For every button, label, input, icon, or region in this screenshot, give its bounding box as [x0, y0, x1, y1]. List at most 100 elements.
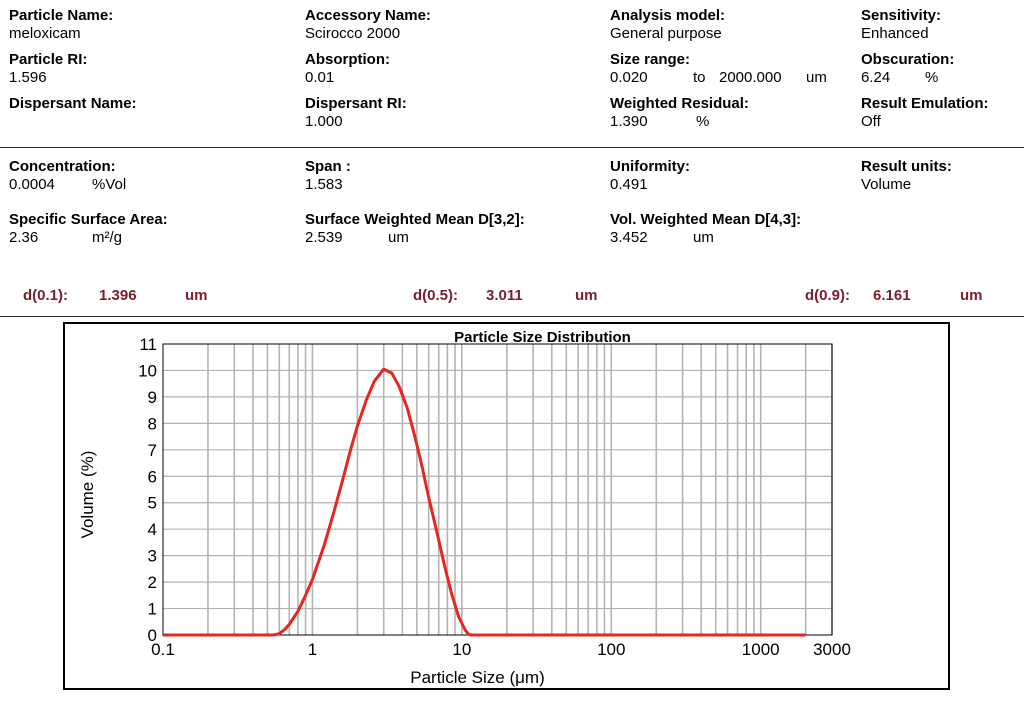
dispersant-ri-field: Dispersant RI: 1.000	[305, 95, 407, 131]
accessory-name-value: Scirocco 2000	[305, 25, 401, 42]
analysis-model-value: General purpose	[610, 25, 722, 42]
x-tick-label: 100	[597, 640, 625, 659]
surface-weighted-mean-value: 2.539	[305, 229, 343, 246]
result-emulation-label: Result Emulation:	[861, 95, 989, 112]
d50-label: d(0.5):	[413, 287, 458, 304]
d90-value: 6.161	[873, 287, 911, 304]
specific-surface-area-field: Specific Surface Area: 2.36 m²/g	[9, 211, 168, 247]
weighted-residual-unit: %	[696, 113, 710, 130]
result-emulation-value: Off	[861, 113, 881, 130]
absorption-field: Absorption: 0.01	[305, 51, 390, 87]
dispersant-name-field: Dispersant Name:	[9, 95, 137, 113]
size-range-unit: um	[806, 69, 827, 86]
y-tick-label: 11	[139, 335, 157, 354]
obscuration-value-row: 6.24%	[861, 69, 954, 87]
d90-label: d(0.9):	[805, 287, 850, 304]
span-field: Span : 1.583	[305, 158, 351, 194]
y-tick-label: 5	[148, 494, 157, 513]
specific-surface-area-label: Specific Surface Area:	[9, 211, 168, 228]
chart-grid	[163, 344, 833, 635]
obscuration-value: 6.24	[861, 69, 891, 86]
span-label: Span :	[305, 158, 351, 175]
specific-surface-area-value: 2.36	[9, 229, 39, 246]
y-tick-label: 8	[148, 414, 157, 433]
concentration-value: 0.0004	[9, 176, 55, 193]
weighted-residual-value-row: 1.390%	[610, 113, 749, 131]
particle-size-chart: 0 1 2 3 4 5 6 7 8 9 10 11 0.1 1 10 100 1000 3000 Particle…	[78, 329, 851, 687]
y-tick-label: 7	[148, 441, 157, 460]
d10-label: d(0.1):	[23, 287, 68, 304]
concentration-unit: %Vol	[92, 176, 127, 193]
x-tick-label: 1	[308, 640, 317, 659]
surface-weighted-mean-unit: um	[388, 229, 409, 246]
size-range-to: 2000.000	[719, 69, 782, 86]
chart-title: Particle Size Distribution	[454, 329, 631, 346]
y-tick-label: 6	[148, 467, 157, 486]
vol-weighted-mean-label: Vol. Weighted Mean D[4,3]:	[610, 211, 802, 228]
result-units-value: Volume	[861, 176, 912, 193]
particle-ri-field: Particle RI: 1.596	[9, 51, 87, 87]
obscuration-field: Obscuration: 6.24%	[861, 51, 954, 87]
accessory-name-label: Accessory Name:	[305, 7, 431, 24]
vol-weighted-mean-value: 3.452	[610, 229, 648, 246]
surface-weighted-mean-value-row: 2.539 um	[305, 229, 525, 247]
surface-weighted-mean-field: Surface Weighted Mean D[3,2]: 2.539 um	[305, 211, 525, 247]
specific-surface-area-unit: m²/g	[92, 229, 122, 246]
result-emulation-field: Result Emulation: Off	[861, 95, 989, 131]
concentration-label: Concentration:	[9, 158, 116, 175]
y-tick-label: 1	[148, 600, 157, 619]
result-units-label: Result units:	[861, 158, 952, 175]
weighted-residual-label: Weighted Residual:	[610, 95, 749, 112]
x-tick-label: 10	[452, 640, 471, 659]
size-range-field: Size range: 0.020 to 2000.000 um	[610, 51, 827, 87]
vol-weighted-mean-unit: um	[693, 229, 714, 246]
y-tick-label: 4	[148, 520, 157, 539]
y-tick-label: 0	[148, 626, 157, 645]
obscuration-unit: %	[925, 69, 939, 86]
particle-name-label: Particle Name:	[9, 7, 114, 24]
d90-unit: um	[960, 287, 983, 304]
absorption-label: Absorption:	[305, 51, 390, 68]
sensitivity-label: Sensitivity:	[861, 7, 942, 24]
percentile-divider	[0, 316, 1024, 317]
y-tick-label: 10	[138, 361, 157, 380]
plot-area	[162, 343, 833, 636]
particle-ri-label: Particle RI:	[9, 51, 88, 68]
dispersant-ri-value: 1.000	[305, 113, 343, 130]
absorption-value: 0.01	[305, 69, 335, 86]
y-tick-label: 9	[148, 388, 157, 407]
particle-ri-value: 1.596	[9, 69, 47, 86]
concentration-field: Concentration: 0.0004 %Vol	[9, 158, 126, 194]
y-axis-label: Volume (%)	[78, 451, 97, 539]
d50-value: 3.011	[486, 287, 523, 304]
analysis-model-label: Analysis model:	[610, 7, 726, 24]
x-tick-label: 3000	[813, 640, 851, 659]
weighted-residual-field: Weighted Residual: 1.390%	[610, 95, 749, 131]
chart-frame: 0 1 2 3 4 5 6 7 8 9 10 11 0.1 1 10 100 1000 3000 Particle…	[63, 322, 950, 690]
specific-surface-area-value-row: 2.36 m²/g	[9, 229, 168, 247]
analysis-model-field: Analysis model: General purpose	[610, 7, 725, 43]
summary-divider	[0, 147, 1024, 148]
size-range-label: Size range:	[610, 51, 691, 68]
vol-weighted-mean-value-row: 3.452 um	[610, 229, 801, 247]
d50-unit: um	[575, 287, 598, 304]
obscuration-label: Obscuration:	[861, 51, 955, 68]
uniformity-value: 0.491	[610, 176, 648, 193]
uniformity-field: Uniformity: 0.491	[610, 158, 690, 194]
particle-name-field: Particle Name: meloxicam	[9, 7, 113, 43]
dispersant-name-label: Dispersant Name:	[9, 95, 137, 112]
sensitivity-field: Sensitivity: Enhanced	[861, 7, 941, 43]
particle-name-value: meloxicam	[9, 25, 81, 42]
size-range-from: 0.020	[610, 69, 648, 86]
x-tick-label: 0.1	[151, 640, 175, 659]
d10-unit: um	[185, 287, 208, 304]
result-units-field: Result units: Volume	[861, 158, 952, 194]
y-tick-label: 2	[148, 573, 157, 592]
weighted-residual-value: 1.390	[610, 113, 648, 130]
size-range-value: 0.020 to 2000.000 um	[610, 69, 827, 87]
size-range-to-word: to	[693, 69, 706, 86]
y-tick-label: 3	[148, 547, 157, 566]
series-line-volume	[163, 367, 806, 637]
vol-weighted-mean-field: Vol. Weighted Mean D[4,3]: 3.452 um	[610, 211, 801, 247]
chart-axes: 0 1 2 3 4 5 6 7 8 9 10 11 0.1 1 10 100 1000 3000	[138, 335, 851, 659]
